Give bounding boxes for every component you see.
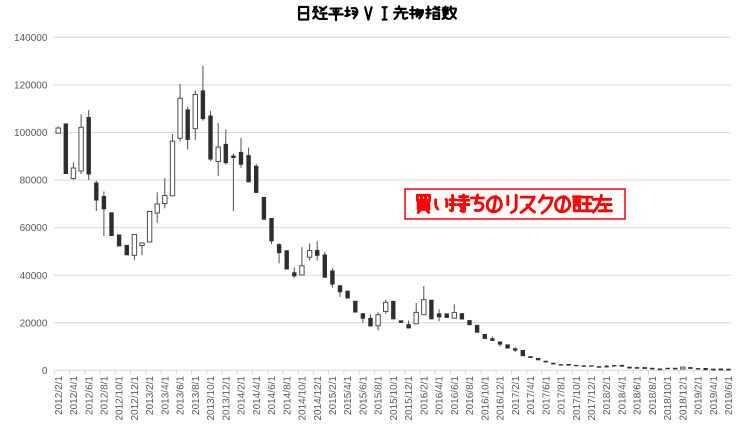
- svg-text:2012/8/1: 2012/8/1: [100, 376, 111, 415]
- svg-text:80000: 80000: [20, 176, 48, 187]
- svg-text:2017/4/1: 2017/4/1: [526, 376, 537, 415]
- svg-text:2012/4/1: 2012/4/1: [69, 376, 80, 415]
- svg-text:2018/6/1: 2018/6/1: [633, 376, 644, 415]
- svg-text:2013/4/1: 2013/4/1: [160, 376, 171, 415]
- svg-text:2015/8/1: 2015/8/1: [374, 376, 385, 415]
- svg-text:2013/6/1: 2013/6/1: [176, 376, 187, 415]
- svg-text:2018/2/1: 2018/2/1: [602, 376, 613, 415]
- svg-text:2015/10/1: 2015/10/1: [389, 376, 400, 421]
- svg-text:2016/10/1: 2016/10/1: [480, 376, 491, 421]
- svg-text:100000: 100000: [14, 128, 48, 139]
- svg-text:40000: 40000: [20, 271, 48, 282]
- svg-text:2016/12/1: 2016/12/1: [496, 376, 507, 421]
- svg-text:2014/6/1: 2014/6/1: [267, 376, 278, 415]
- svg-text:2019/4/1: 2019/4/1: [709, 376, 720, 415]
- svg-text:2017/6/1: 2017/6/1: [541, 376, 552, 415]
- svg-text:2012/10/1: 2012/10/1: [115, 376, 126, 421]
- svg-text:2013/12/1: 2013/12/1: [221, 376, 232, 421]
- svg-text:120000: 120000: [14, 81, 48, 92]
- svg-text:2016/2/1: 2016/2/1: [419, 376, 430, 415]
- svg-text:2016/8/1: 2016/8/1: [465, 376, 476, 415]
- svg-text:2014/4/1: 2014/4/1: [252, 376, 263, 415]
- svg-text:2013/10/1: 2013/10/1: [206, 376, 217, 421]
- svg-text:2015/12/1: 2015/12/1: [404, 376, 415, 421]
- svg-text:2016/4/1: 2016/4/1: [435, 376, 446, 415]
- svg-text:2017/2/1: 2017/2/1: [511, 376, 522, 415]
- svg-text:2018/4/1: 2018/4/1: [618, 376, 629, 415]
- svg-text:20000: 20000: [20, 318, 48, 329]
- svg-text:2012/12/1: 2012/12/1: [130, 376, 141, 421]
- svg-text:2013/2/1: 2013/2/1: [145, 376, 156, 415]
- svg-text:60000: 60000: [20, 223, 48, 234]
- svg-text:2017/8/1: 2017/8/1: [557, 376, 568, 415]
- svg-text:2018/8/1: 2018/8/1: [648, 376, 659, 415]
- svg-text:2013/8/1: 2013/8/1: [191, 376, 202, 415]
- svg-text:2019/6/1: 2019/6/1: [724, 376, 735, 415]
- svg-text:2014/10/1: 2014/10/1: [298, 376, 309, 421]
- svg-text:2015/4/1: 2015/4/1: [343, 376, 354, 415]
- svg-text:2016/6/1: 2016/6/1: [450, 376, 461, 415]
- svg-text:140000: 140000: [14, 33, 48, 44]
- svg-text:2017/10/1: 2017/10/1: [572, 376, 583, 421]
- svg-text:2018/10/1: 2018/10/1: [663, 376, 674, 421]
- svg-text:2012/6/1: 2012/6/1: [84, 376, 95, 415]
- svg-text:2015/2/1: 2015/2/1: [328, 376, 339, 415]
- svg-text:2018/12/1: 2018/12/1: [678, 376, 689, 421]
- svg-text:2019/2/1: 2019/2/1: [694, 376, 705, 415]
- svg-text:2017/12/1: 2017/12/1: [587, 376, 598, 421]
- svg-text:2012/2/1: 2012/2/1: [54, 376, 65, 415]
- svg-text:2014/12/1: 2014/12/1: [313, 376, 324, 421]
- svg-text:2014/8/1: 2014/8/1: [282, 376, 293, 415]
- svg-text:2014/2/1: 2014/2/1: [237, 376, 248, 415]
- svg-text:2015/6/1: 2015/6/1: [359, 376, 370, 415]
- svg-text:0: 0: [42, 366, 48, 377]
